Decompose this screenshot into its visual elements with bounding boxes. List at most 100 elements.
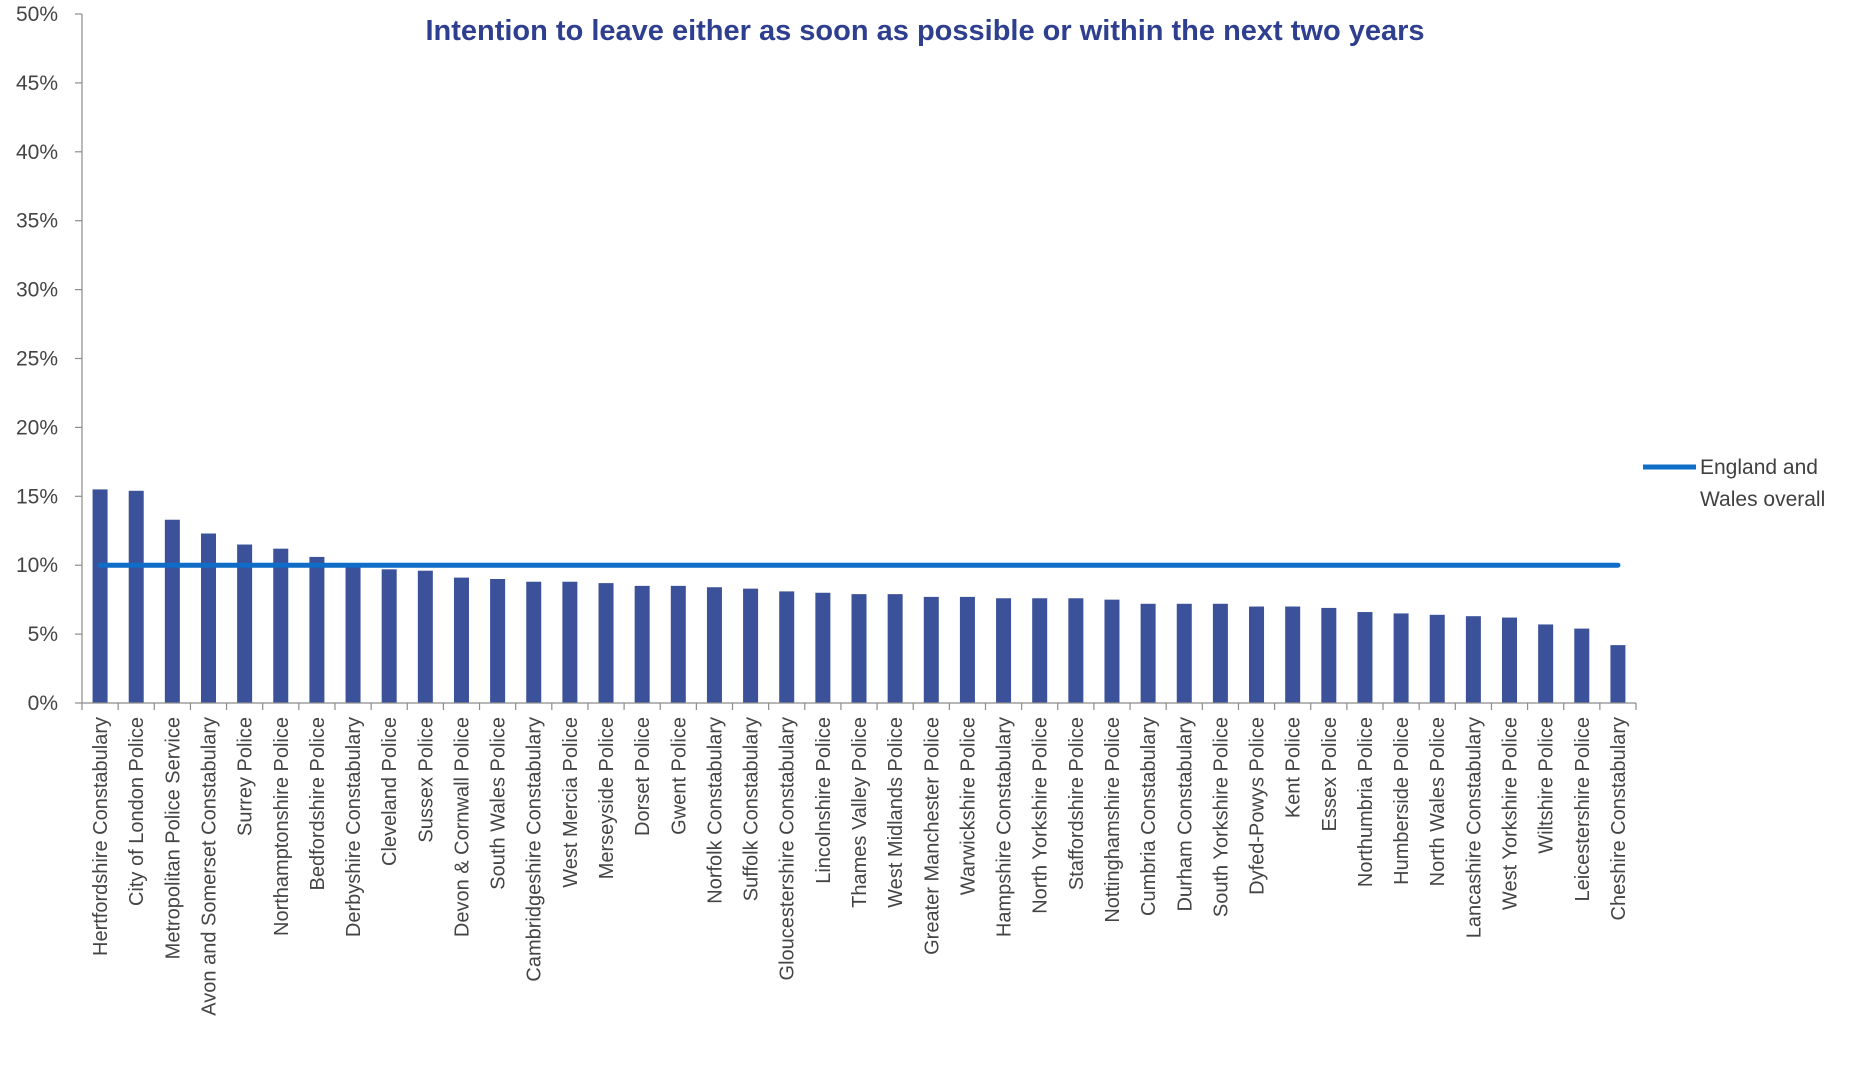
bar: [1212, 603, 1228, 703]
x-category-label: Bedfordshire Police: [307, 717, 329, 890]
x-category-label: Wiltshire Police: [1536, 717, 1558, 854]
x-category-label: Derbyshire Constabulary: [343, 717, 365, 937]
x-category-label: Dorset Police: [632, 717, 654, 836]
bar: [92, 489, 108, 703]
y-tick-label: 35%: [16, 210, 58, 233]
x-category-label: Dyfed-Powys Police: [1247, 717, 1269, 895]
bar: [562, 581, 578, 703]
x-category-label: West Midlands Police: [885, 717, 907, 908]
x-category-label: Cheshire Constabulary: [1608, 717, 1630, 920]
bar: [345, 565, 361, 703]
bar: [1140, 603, 1156, 703]
x-category-label: Cumbria Constabulary: [1138, 717, 1160, 916]
bar: [634, 585, 650, 703]
bar: [598, 583, 614, 703]
y-tick-label: 10%: [16, 554, 58, 577]
x-category-label: Humberside Police: [1391, 717, 1413, 885]
bar: [1574, 628, 1590, 703]
x-category-label: Sussex Police: [415, 717, 437, 843]
bar: [743, 588, 759, 703]
bar: [453, 577, 469, 703]
x-category-label: Suffolk Constabulary: [741, 717, 763, 901]
y-tick-label: 20%: [16, 416, 58, 439]
bar: [200, 533, 216, 703]
x-axis: Hertfordshire Constabulary City of London…: [81, 702, 1637, 1016]
x-category-label: Devon & Cornwall Police: [451, 717, 473, 937]
x-category-label: North Wales Police: [1427, 717, 1449, 886]
x-category-label: South Yorkshire Police: [1210, 717, 1232, 917]
x-category-label: Merseyside Police: [596, 717, 618, 879]
bar: [1285, 606, 1301, 703]
y-tick-label: 0%: [28, 692, 58, 715]
bar: [1249, 606, 1265, 703]
x-category-label: Greater Manchester Police: [921, 717, 943, 955]
bar: [128, 490, 144, 703]
y-tick-label: 45%: [16, 72, 58, 95]
legend-label-line-1: England and: [1700, 456, 1818, 479]
bar: [1176, 603, 1192, 703]
bar: [490, 578, 506, 703]
x-category-label: Cleveland Police: [379, 717, 401, 866]
bar: [309, 556, 325, 703]
bar: [164, 519, 180, 703]
x-category-label: Lincolnshire Police: [813, 717, 835, 884]
bar: [1429, 614, 1445, 703]
x-category-label: Gwent Police: [668, 717, 690, 835]
bar: [1465, 616, 1481, 703]
x-category-label: Essex Police: [1319, 717, 1341, 832]
x-category-label: Lancashire Constabulary: [1463, 717, 1485, 938]
x-category-label: City of London Police: [126, 717, 148, 906]
legend-label-line-2: Wales overall: [1700, 488, 1825, 511]
bar: [706, 587, 722, 703]
y-tick-label: 15%: [16, 485, 58, 508]
y-tick-label: 30%: [16, 279, 58, 302]
chart-title: Intention to leave either as soon as pos…: [425, 15, 1424, 47]
bar: [1610, 645, 1626, 703]
y-axis: 0% 5% 10% 15% 20% 25% 30% 35% 40% 45% 50%: [16, 3, 83, 715]
bar: [1104, 599, 1120, 703]
bars: [92, 489, 1626, 703]
bar: [526, 581, 542, 703]
bar: [1393, 613, 1409, 703]
bar: [1032, 598, 1048, 703]
y-tick-label: 50%: [16, 3, 58, 26]
x-category-label: Northamptonshire Police: [271, 717, 293, 936]
bar: [923, 596, 939, 703]
x-category-label: Durham Constabulary: [1174, 717, 1196, 912]
x-category-label: Surrey Police: [235, 717, 257, 836]
bar: [779, 591, 795, 703]
x-category-label: Warwickshire Police: [957, 717, 979, 895]
x-category-label: Leicestershire Police: [1572, 717, 1594, 902]
bar: [670, 585, 686, 703]
bar: [1357, 612, 1373, 703]
bar: [1502, 617, 1518, 703]
x-category-label: Cambridgeshire Constabulary: [524, 717, 546, 982]
x-category-label: Thames Valley Police: [849, 717, 871, 908]
x-category-label: Nottinghamshire Police: [1102, 717, 1124, 923]
y-tick-label: 5%: [28, 623, 58, 646]
bar: [996, 598, 1012, 703]
x-category-label: Northumbria Police: [1355, 717, 1377, 887]
bar: [851, 594, 867, 703]
x-category-label: Gloucestershire Constabulary: [777, 717, 799, 980]
y-tick-label: 25%: [16, 348, 58, 371]
bar: [273, 548, 289, 703]
x-category-label: Hertfordshire Constabulary: [90, 717, 112, 956]
bar: [417, 570, 433, 703]
bar: [1068, 598, 1084, 703]
x-category-label: Avon and Somerset Constabulary: [198, 717, 220, 1016]
x-category-label: West Mercia Police: [560, 717, 582, 888]
x-category-label: West Yorkshire Police: [1500, 717, 1522, 910]
bar: [1321, 607, 1337, 703]
x-category-label: Hampshire Constabulary: [994, 717, 1016, 937]
y-tick-label: 40%: [16, 141, 58, 164]
bar: [1538, 624, 1554, 703]
bar: [887, 594, 903, 703]
x-category-label: Kent Police: [1283, 717, 1305, 818]
bar: [237, 544, 253, 703]
legend: England and Wales overall: [1643, 456, 1825, 511]
bar: [381, 569, 397, 703]
x-category-label: Metropolitan Police Service: [162, 717, 184, 959]
bar: [815, 592, 831, 703]
